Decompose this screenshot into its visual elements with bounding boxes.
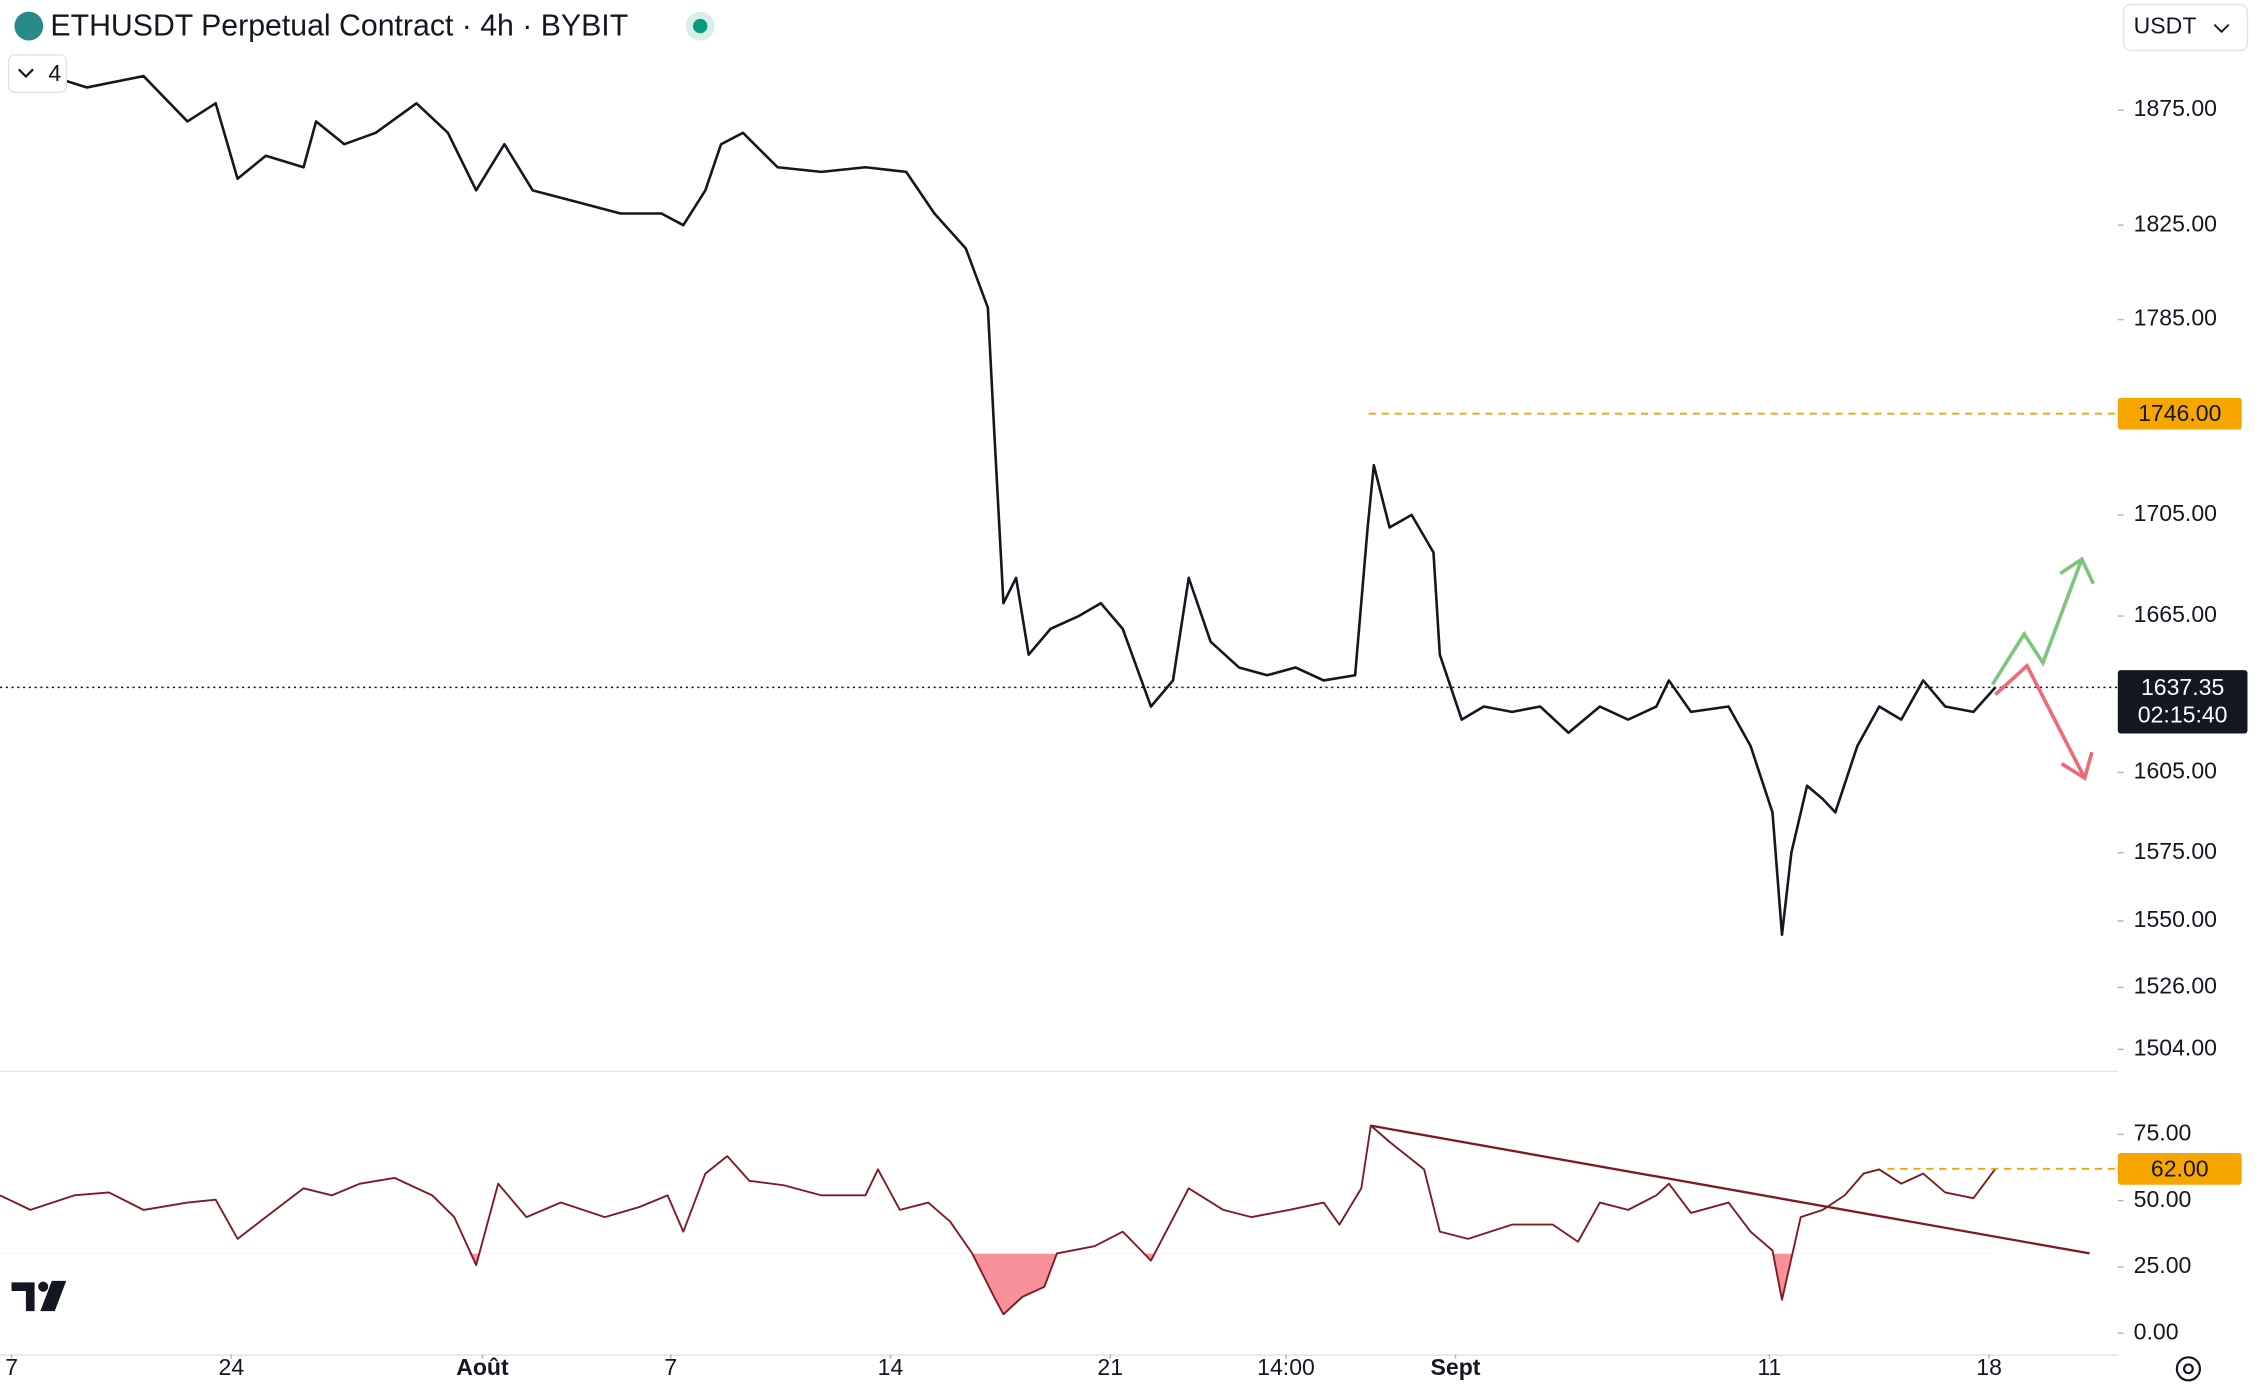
x-tick-label: 14 — [878, 1354, 904, 1380]
y-tick-label: 25.00 — [2134, 1252, 2192, 1278]
bearish-arrow — [1994, 662, 2087, 779]
series-line — [14, 63, 1997, 937]
tv-logo-part — [40, 1280, 67, 1312]
indicator-count: 4 — [48, 60, 61, 86]
trendline — [1370, 1124, 2090, 1255]
y-tick-label: 75.00 — [2134, 1120, 2192, 1146]
y-tick-label: 1875.00 — [2134, 95, 2217, 121]
x-tick-label: Sept — [1431, 1354, 1481, 1380]
y-tick-label: 1785.00 — [2134, 305, 2217, 331]
y-tick-label: 1526.00 — [2134, 972, 2217, 998]
x-tick-label: 18 — [1976, 1354, 2002, 1380]
currency-chevron — [2213, 23, 2230, 34]
currency-label: USDT — [2134, 13, 2197, 39]
bullish-arrowhead — [2059, 556, 2095, 585]
x-tick-label: 24 — [219, 1354, 245, 1380]
y-tick-label: 1705.00 — [2134, 500, 2217, 526]
marker-box — [2117, 397, 2242, 430]
settings-button[interactable] — [2175, 1356, 2202, 1382]
tv-logo-dot — [38, 1281, 49, 1292]
y-tick-label: 50.00 — [2134, 1186, 2192, 1212]
plot — [0, 63, 2118, 1316]
series-line — [0, 1124, 1997, 1316]
currency-select[interactable] — [2122, 3, 2249, 52]
last-price-box — [2117, 670, 2248, 734]
y-tick-label: 1605.00 — [2134, 757, 2217, 783]
x-tick-label: 21 — [1097, 1354, 1123, 1380]
x-tick-label: 11 — [1757, 1354, 1781, 1380]
y-tick-label: 1550.00 — [2134, 906, 2217, 932]
market-status — [692, 18, 708, 34]
marker-label: 1746.00 — [2138, 400, 2221, 426]
settings-center — [2183, 1363, 2194, 1375]
bullish-arrow — [1990, 558, 2084, 686]
x-tick-label: 14:00 — [1257, 1354, 1315, 1380]
indicators-toggle[interactable] — [7, 54, 67, 94]
y-tick-label: 1825.00 — [2134, 210, 2217, 236]
symbol-title[interactable]: ETHUSDT Perpetual Contract · 4h · BYBIT — [50, 10, 628, 43]
y-tick-label: 1665.00 — [2134, 601, 2217, 627]
header-bg — [0, 3, 678, 53]
countdown-label: 02:15:40 — [2138, 701, 2228, 727]
chevron — [17, 68, 34, 79]
y-tick-label: 0.00 — [2134, 1318, 2179, 1344]
x-tick-label: Août — [456, 1354, 509, 1380]
y-tick-label: 1504.00 — [2134, 1034, 2217, 1060]
marker-label: 62.00 — [2151, 1155, 2209, 1181]
marker-box — [2117, 1153, 2242, 1185]
x-tick-label: 7 — [5, 1354, 18, 1380]
last-price-label: 1637.35 — [2141, 674, 2224, 700]
symbol-logo — [14, 11, 44, 41]
bearish-arrowhead — [2060, 751, 2094, 781]
x-tick-label: 7 — [664, 1354, 677, 1380]
axis-labels: 1875.001825.001785.001705.001665.001605.… — [5, 95, 2248, 1380]
tv-logo-part — [11, 1282, 35, 1312]
y-tick-label: 1575.00 — [2134, 838, 2217, 864]
